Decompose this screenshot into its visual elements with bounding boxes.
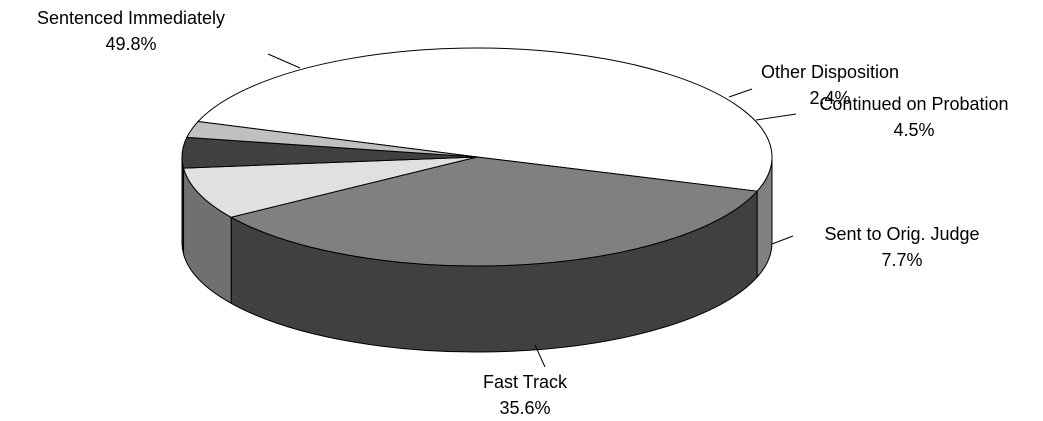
slice-side-continued-on-probation <box>181 156 185 255</box>
slice-value-continued-on-probation: 4.5% <box>893 120 934 140</box>
leader-lines <box>267 53 797 368</box>
slice-fast-track <box>230 156 758 267</box>
slice-label-other-disposition: Other Disposition <box>761 62 899 82</box>
slice-label-continued-on-probation: Continued on Probation <box>819 94 1008 114</box>
slice-value-other-disposition: 2.4% <box>809 88 850 108</box>
slice-label-fast-track: Fast Track <box>483 372 568 392</box>
pie-top <box>181 47 773 267</box>
slice-sentenced-immediately <box>197 47 773 192</box>
leader-line-sentenced-immediately <box>267 53 301 69</box>
slice-labels: Sentenced Immediately 49.8% Other Dispos… <box>37 8 1009 418</box>
slice-value-sentenced-immediately: 49.8% <box>105 34 156 54</box>
slice-sent-to-orig-judge <box>183 156 478 218</box>
leader-line-continued-on-probation <box>755 113 797 121</box>
leader-line-sent-to-orig-judge <box>771 235 794 245</box>
pie-layer <box>181 47 773 353</box>
slice-label-sent-to-orig-judge: Sent to Orig. Judge <box>824 224 979 244</box>
slice-label-sentenced-immediately: Sentenced Immediately <box>37 8 225 28</box>
leader-line-other-disposition <box>728 88 753 98</box>
pie-sides <box>181 156 773 353</box>
slice-other-disposition <box>186 121 478 158</box>
slice-value-sent-to-orig-judge: 7.7% <box>881 250 922 270</box>
slice-value-fast-track: 35.6% <box>499 398 550 418</box>
leader-line-fast-track <box>534 344 546 368</box>
